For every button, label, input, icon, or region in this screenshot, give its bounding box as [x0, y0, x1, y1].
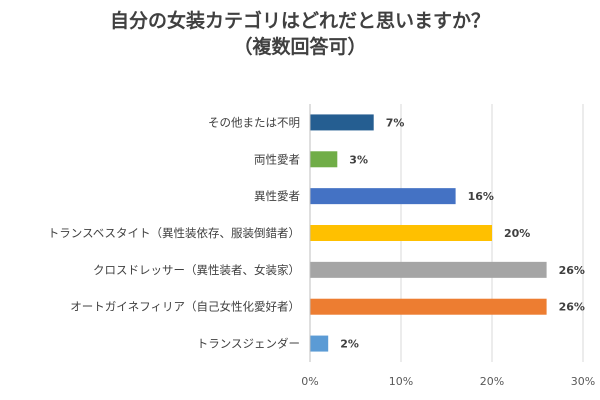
value-label-6: 2% — [340, 338, 359, 351]
category-label-5: オートガイネフィリア（自己女性化愛好者） — [70, 300, 300, 314]
x-tick-label-20: 20% — [480, 375, 504, 388]
value-label-1: 3% — [349, 153, 368, 166]
x-tick-label-10: 10% — [389, 375, 413, 388]
category-label-2: 異性愛者 — [254, 189, 300, 203]
category-label-4: クロスドレッサー（異性装者、女装家） — [93, 263, 300, 277]
value-label-2: 16% — [468, 190, 494, 203]
bar-2 — [310, 188, 456, 205]
x-tick-label-30: 30% — [571, 375, 595, 388]
category-label-6: トランスジェンダー — [197, 337, 300, 351]
category-label-3: トランスベスタイト（異性装依存、服装倒錯者） — [48, 226, 300, 240]
value-label-0: 7% — [386, 116, 405, 129]
bar-4 — [310, 261, 547, 278]
value-label-3: 20% — [504, 227, 530, 240]
category-label-0: その他または不明 — [208, 115, 300, 129]
value-label-5: 26% — [559, 301, 585, 314]
bar-6 — [310, 335, 329, 352]
bar-3 — [310, 225, 492, 241]
category-label-1: 両性愛者 — [254, 152, 300, 166]
chart-title: 自分の女装カテゴリはどれだと思いますか？ （複数回答可） — [0, 8, 600, 60]
bar-0 — [310, 114, 374, 131]
bar-1 — [310, 151, 338, 168]
bar-5 — [310, 298, 547, 315]
chart-title-line2: （複数回答可） — [233, 36, 367, 58]
x-tick-label-0: 0% — [301, 375, 318, 388]
chart-title-line1: 自分の女装カテゴリはどれだと思いますか？ — [109, 10, 490, 32]
value-label-4: 26% — [559, 264, 585, 277]
